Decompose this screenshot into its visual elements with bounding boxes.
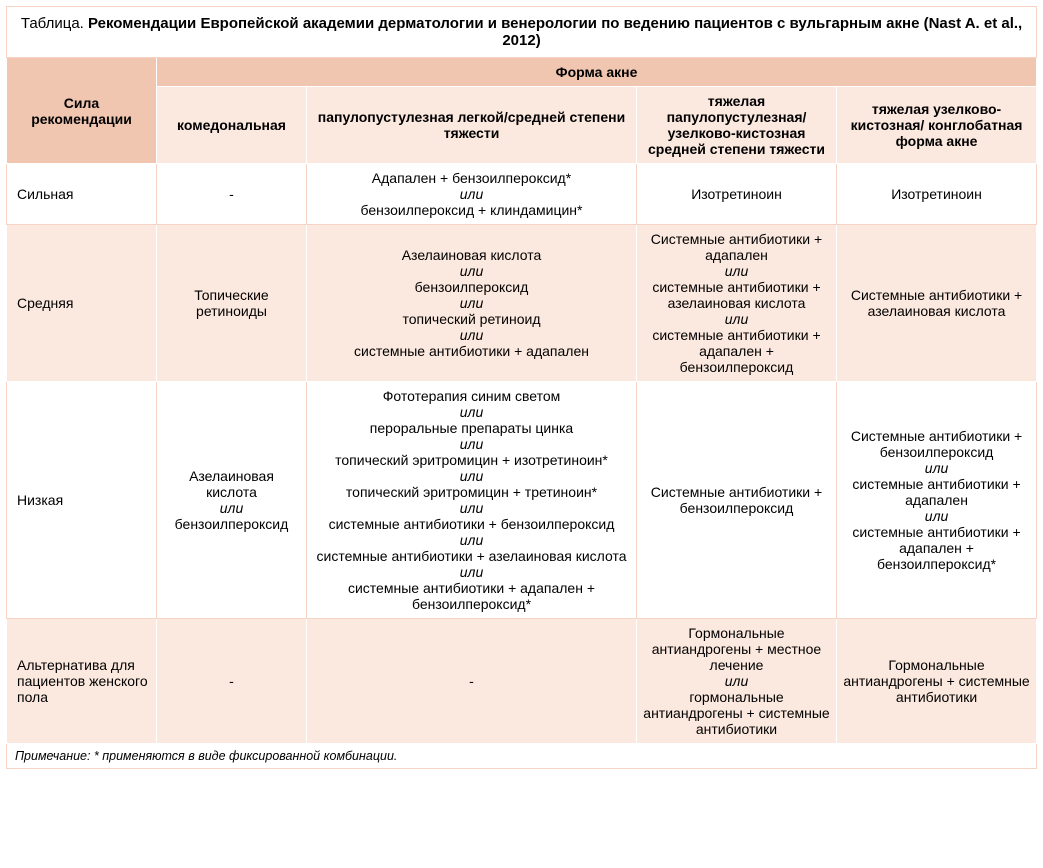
row-alt-label: Альтернатива для пациентов женского пола xyxy=(7,619,157,744)
row-low: Низкая Азелаиновая кислота или бензоилпе… xyxy=(7,382,1037,619)
row-alt-c4: Гормональные антиандрогены + местное леч… xyxy=(637,619,837,744)
col-severe-pp: тяжелая папулопустулезная/ узелково-кист… xyxy=(637,87,837,164)
row-low-c4: Системные антибиотики + бензоилпероксид xyxy=(637,382,837,619)
col-group: Форма акне xyxy=(157,58,1037,87)
title-row: Таблица. Рекомендации Европейской академ… xyxy=(7,7,1037,58)
row-strong-c3: Адапален + бензоилпероксид* или бензоилп… xyxy=(307,164,637,225)
row-medium-c5: Системные антибиотики + азелаиновая кисл… xyxy=(837,225,1037,382)
footnote: Примечание: * применяются в виде фиксиро… xyxy=(7,744,1037,769)
row-strong-c2: - xyxy=(157,164,307,225)
row-low-c2: Азелаиновая кислота или бензоилпероксид xyxy=(157,382,307,619)
row-alt-female: Альтернатива для пациентов женского пола… xyxy=(7,619,1037,744)
row-low-c5: Системные антибиотики + бензоилпероксид … xyxy=(837,382,1037,619)
row-medium-c4: Системные антибиотики + адапален или сис… xyxy=(637,225,837,382)
col-papulopustular: папулопустулезная легкой/средней степени… xyxy=(307,87,637,164)
header-row-1: Сила рекомендации Форма акне xyxy=(7,58,1037,87)
row-strong-label: Сильная xyxy=(7,164,157,225)
row-low-label: Низкая xyxy=(7,382,157,619)
row-strong-c5: Изотретиноин xyxy=(837,164,1037,225)
col-nodular: тяжелая узелково-кистозная/ конглобатная… xyxy=(837,87,1037,164)
col-comedonal: комедональная xyxy=(157,87,307,164)
title-prefix: Таблица. xyxy=(21,15,88,32)
title-main: Рекомендации Европейской академии дермат… xyxy=(88,15,1022,49)
row-strong-c4: Изотретиноин xyxy=(637,164,837,225)
table-title: Таблица. Рекомендации Европейской академ… xyxy=(7,7,1037,58)
row-medium-label: Средняя xyxy=(7,225,157,382)
row-medium-c3: Азелаиновая кислота или бензоилпероксид … xyxy=(307,225,637,382)
footnote-row: Примечание: * применяются в виде фиксиро… xyxy=(7,744,1037,769)
row-medium: Средняя Топические ретиноиды Азелаиновая… xyxy=(7,225,1037,382)
acne-guideline-table: Таблица. Рекомендации Европейской академ… xyxy=(6,6,1037,769)
row-alt-c5: Гормональные антиандрогены + системные а… xyxy=(837,619,1037,744)
row-alt-c2: - xyxy=(157,619,307,744)
row-alt-c3: - xyxy=(307,619,637,744)
row-strong: Сильная - Адапален + бензоилпероксид* ил… xyxy=(7,164,1037,225)
row-medium-c2: Топические ретиноиды xyxy=(157,225,307,382)
col-strength: Сила рекомендации xyxy=(7,58,157,164)
row-low-c3: Фототерапия синим светом или пероральные… xyxy=(307,382,637,619)
header-row-2: комедональная папулопустулезная легкой/с… xyxy=(7,87,1037,164)
